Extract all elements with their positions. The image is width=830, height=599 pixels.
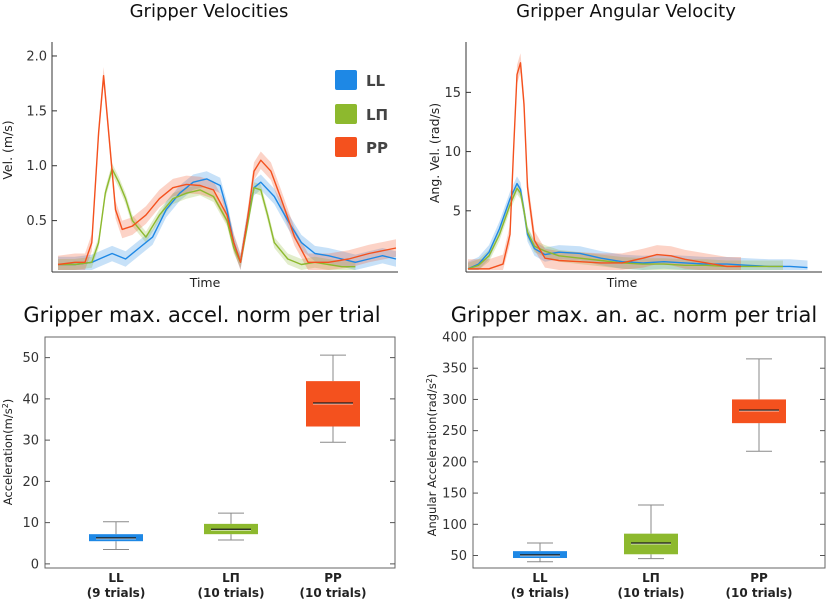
velocity-confidence-bands [58, 67, 396, 270]
y-tick-label: 0 [31, 557, 39, 572]
angular-velocity-chart-title: Gripper Angular Velocity [516, 1, 736, 22]
category-label-pp: PP [750, 571, 768, 585]
velocity-y-ticks: 0.5 1.0 1.5 2.0 [26, 49, 57, 229]
legend-swatch-lpi [335, 104, 357, 124]
category-trials-lpi: (10 trials) [198, 586, 265, 599]
category-label-lpi: LΠ [642, 571, 660, 585]
y-tick-label: 50 [22, 351, 39, 366]
velocity-legend: LL LΠ PP [335, 70, 388, 157]
y-tick-label: 400 [442, 331, 467, 346]
y-tick-label: 2.0 [26, 49, 47, 64]
category-trials-pp: (10 trials) [300, 586, 367, 599]
angular-velocity-y-label: Ang. Vel. (rad/s) [427, 103, 442, 203]
category-trials-ll: (9 trials) [87, 586, 146, 599]
y-tick-label: 20 [22, 475, 39, 490]
angular-acceleration-boxplot-title: Gripper max. an. ac. norm per trial [451, 303, 818, 327]
category-label-ll: LL [532, 571, 548, 585]
y-tick-label: 250 [442, 424, 467, 439]
band-lpi [58, 163, 356, 270]
y-tick-label: 50 [450, 549, 467, 564]
box-ll [513, 542, 567, 563]
angular-velocity-x-label: Time [606, 275, 638, 290]
angular-acceleration-plot-frame [472, 336, 826, 569]
y-tick-label: 10 [22, 516, 39, 531]
y-tick-label: 100 [442, 518, 467, 533]
series-line-pp [468, 62, 741, 270]
velocity-y-label: Vel. (m/s) [0, 120, 15, 179]
legend-label-ll: LL [366, 72, 386, 90]
band-ll [468, 176, 808, 270]
angular-acceleration-boxplot: Gripper max. an. ac. norm per trial 50 10… [425, 303, 826, 599]
y-tick-label: 150 [442, 487, 467, 502]
acceleration-category-labels: LL(9 trials)LΠ(10 trials)PP(10 trials) [87, 571, 367, 599]
acceleration-boxes [89, 354, 360, 550]
y-tick-label: 200 [442, 455, 467, 470]
y-tick-label: 0.5 [26, 214, 47, 229]
legend-label-lpi: LΠ [366, 106, 388, 124]
y-tick-label: 1.0 [26, 159, 47, 174]
box-pp [732, 358, 786, 452]
y-tick-label: 1.5 [26, 104, 47, 119]
box-pp [306, 354, 360, 443]
box-lpi [204, 512, 258, 541]
y-tick-label: 30 [22, 434, 39, 449]
velocity-x-label: Time [189, 275, 221, 290]
angular-velocity-chart: Gripper Angular Velocity 5 10 15 Time Ang.… [427, 1, 822, 290]
band-pp [58, 67, 396, 270]
category-label-lpi: LΠ [222, 571, 240, 585]
legend-swatch-ll [335, 70, 357, 90]
acceleration-boxplot: Gripper max. accel. norm per trial 0 10 20… [1, 303, 396, 599]
acceleration-y-ticks: 0 10 20 30 40 50 [22, 351, 395, 572]
series-line-pp [57, 74, 397, 266]
series-line-ll [467, 182, 808, 270]
series-line-lpi [467, 187, 783, 270]
legend-label-pp: PP [366, 139, 388, 157]
angular-velocity-confidence-bands [468, 53, 808, 270]
y-tick-label: 40 [22, 392, 39, 407]
acceleration-plot-frame [44, 336, 396, 569]
category-label-ll: LL [108, 571, 124, 585]
angular-acceleration-y-label: Angular Acceleration(rad/s2) [425, 374, 440, 537]
category-trials-lpi: (10 trials) [618, 586, 685, 599]
angular-velocity-y-ticks: 5 10 15 [444, 86, 471, 219]
box-ll [89, 521, 143, 550]
y-tick-label: 350 [442, 362, 467, 377]
angular-velocity-series-lines [467, 62, 808, 270]
category-trials-pp: (10 trials) [726, 586, 793, 599]
series-line-lpi [58, 168, 356, 268]
velocity-series-lines [57, 74, 397, 268]
category-label-pp: PP [324, 571, 342, 585]
y-tick-label: 300 [442, 393, 467, 408]
velocity-chart: Gripper Velocities 0.5 1.0 1.5 2.0 Time Vel… [0, 1, 398, 290]
angular-acceleration-y-ticks: 50 100 150 200 250 300 350 400 [442, 331, 825, 564]
category-trials-ll: (9 trials) [511, 586, 570, 599]
angular-acceleration-boxes [513, 358, 786, 563]
acceleration-boxplot-title: Gripper max. accel. norm per trial [23, 303, 380, 327]
angular-acceleration-category-labels: LL(9 trials)LΠ(10 trials)PP(10 trials) [511, 571, 793, 599]
velocity-chart-title: Gripper Velocities [130, 1, 289, 22]
acceleration-y-label: Acceleration(m/s2) [1, 399, 16, 506]
box-lpi [624, 504, 678, 560]
y-tick-label: 5 [453, 204, 461, 219]
band-lpi [468, 182, 783, 270]
legend-swatch-pp [335, 137, 357, 157]
y-tick-label: 15 [444, 86, 461, 101]
y-tick-label: 10 [444, 145, 461, 160]
